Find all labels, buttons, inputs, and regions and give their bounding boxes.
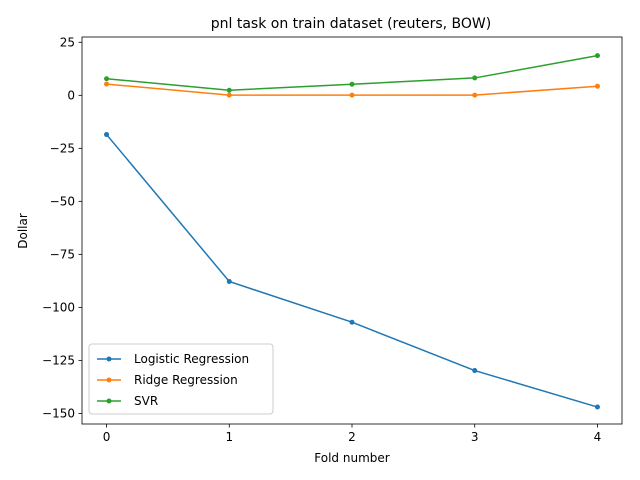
x-tick-label: 0 — [103, 430, 111, 444]
x-tick-label: 1 — [225, 430, 233, 444]
legend-marker-svr — [106, 398, 112, 404]
x-tick-label: 4 — [594, 430, 602, 444]
legend-box — [88, 343, 274, 415]
legend-label-ridge-regression: Ridge Regression — [134, 373, 238, 387]
y-axis-ticks: 25 0 −25 −50 −75 −100 −125 −150 — [42, 35, 82, 420]
data-point-svr — [472, 75, 478, 81]
data-point-ridge-regression — [226, 92, 232, 98]
data-point-svr — [594, 53, 600, 59]
data-point-svr — [349, 81, 355, 87]
x-tick-label: 2 — [348, 430, 356, 444]
legend-label-logistic-regression: Logistic Regression — [134, 352, 249, 366]
y-axis-label: Dollar — [16, 213, 30, 249]
legend-label-svr: SVR — [134, 394, 158, 408]
data-point-logistic-regression — [594, 404, 600, 410]
x-axis-ticks: 0 1 2 3 4 — [103, 424, 602, 444]
data-point-svr — [226, 87, 232, 93]
y-tick-label: −150 — [42, 406, 75, 420]
y-tick-label: 25 — [60, 35, 75, 49]
y-tick-label: −125 — [42, 353, 75, 367]
legend: Logistic Regression Ridge Regression SVR — [88, 343, 274, 415]
data-point-logistic-regression — [349, 319, 355, 325]
y-tick-label: −100 — [42, 300, 75, 314]
x-tick-label: 3 — [471, 430, 479, 444]
legend-marker-logistic-regression — [106, 356, 112, 362]
legend-marker-ridge-regression — [106, 377, 112, 383]
y-tick-label: −50 — [50, 194, 75, 208]
data-point-logistic-regression — [472, 368, 478, 374]
y-tick-label: −75 — [50, 247, 75, 261]
data-point-svr — [104, 76, 110, 82]
series-layer — [104, 53, 600, 410]
data-point-logistic-regression — [104, 132, 110, 138]
data-point-ridge-regression — [104, 81, 110, 87]
chart-title: pnl task on train dataset (reuters, BOW) — [211, 16, 491, 32]
y-tick-label: −25 — [50, 141, 75, 155]
x-axis-label: Fold number — [314, 451, 389, 465]
data-point-logistic-regression — [226, 278, 232, 284]
y-tick-label: 0 — [67, 88, 75, 102]
data-point-ridge-regression — [349, 92, 355, 98]
data-point-ridge-regression — [472, 92, 478, 98]
data-point-ridge-regression — [594, 83, 600, 89]
